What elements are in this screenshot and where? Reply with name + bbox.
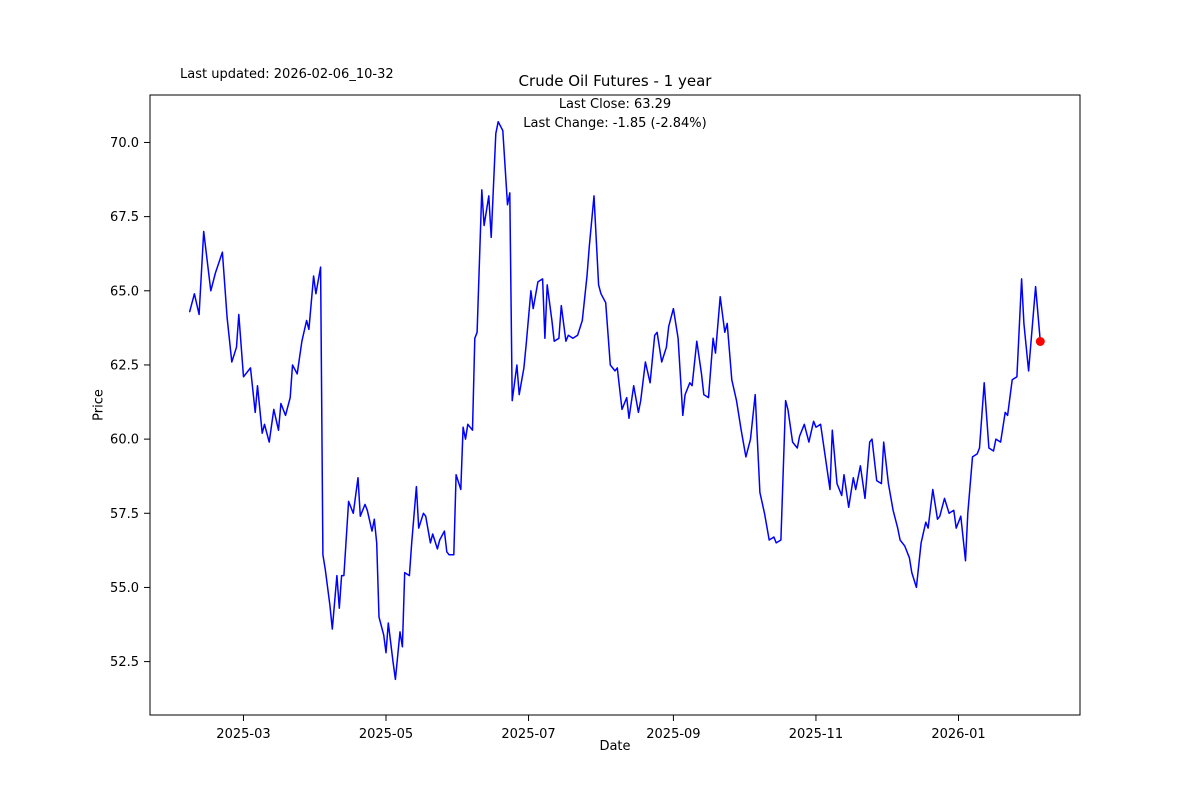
y-tick-label: 62.5 — [110, 358, 139, 373]
last-close-annotation: Last Close: 63.29 — [558, 97, 672, 112]
x-tick-label: 2025-09 — [646, 727, 700, 742]
last-price-marker — [1035, 337, 1045, 346]
y-tick-label: 67.5 — [110, 210, 139, 225]
x-tick-label: 2025-03 — [216, 727, 270, 742]
y-tick-label: 52.5 — [110, 655, 139, 670]
price-line — [188, 120, 1042, 681]
chart-title: Crude Oil Futures - 1 year — [518, 72, 712, 90]
last-change-annotation: Last Change: -1.85 (-2.84%) — [523, 116, 707, 131]
plot-border — [149, 94, 1081, 716]
last-updated-text: Last updated: 2026-02-06_10-32 — [180, 67, 394, 82]
y-tick-label: 65.0 — [110, 284, 139, 299]
y-tick-label: 70.0 — [110, 136, 139, 151]
x-tick-label: 2025-11 — [789, 727, 843, 742]
x-tick-label: 2025-07 — [501, 727, 555, 742]
y-tick-label: 60.0 — [110, 433, 139, 448]
x-tick-label: 2025-05 — [359, 727, 413, 742]
y-tick-label: 55.0 — [110, 581, 139, 596]
y-axis-label: Price — [91, 389, 107, 421]
x-tick-label: 2026-01 — [931, 727, 985, 742]
y-tick-label: 57.5 — [110, 507, 139, 522]
x-axis-label: Date — [599, 739, 631, 754]
